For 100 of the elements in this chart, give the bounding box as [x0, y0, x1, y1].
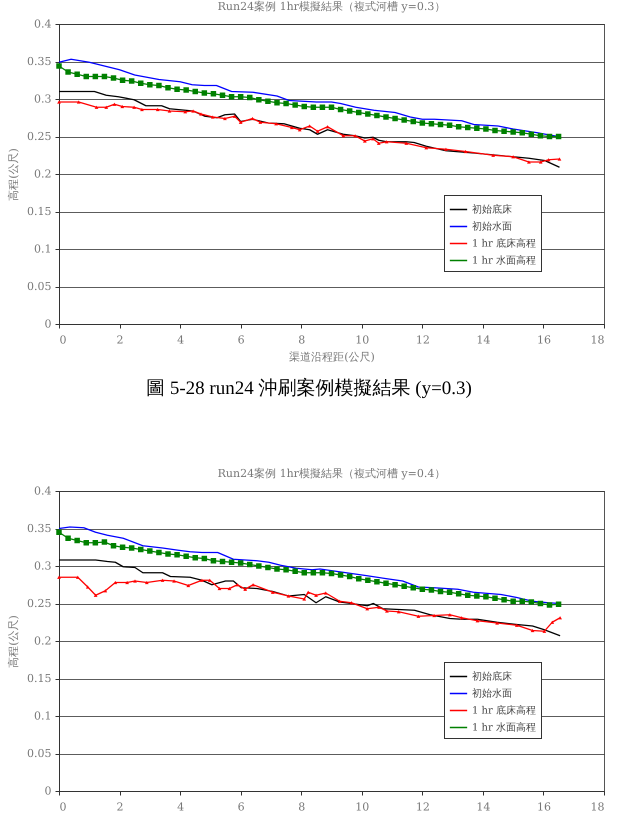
point — [186, 584, 190, 588]
point — [320, 570, 326, 576]
point — [191, 109, 195, 113]
point — [202, 556, 208, 562]
y-tick-label: 0.35 — [27, 522, 52, 535]
point — [132, 106, 136, 109]
legend-label: 1 hr 底床高程 — [472, 704, 536, 716]
point — [104, 106, 108, 109]
point — [385, 609, 389, 613]
point — [140, 108, 144, 112]
point — [160, 578, 164, 582]
point — [328, 104, 334, 110]
point — [120, 544, 126, 550]
point — [94, 106, 98, 109]
point — [202, 90, 208, 96]
point — [384, 140, 388, 144]
point — [510, 598, 516, 604]
point — [133, 579, 137, 583]
x-tick-label: 14 — [476, 800, 490, 814]
point — [383, 580, 389, 586]
point — [156, 550, 162, 556]
point — [446, 590, 452, 595]
x-tick-label: 12 — [416, 334, 430, 346]
point — [283, 567, 289, 572]
point — [65, 69, 71, 75]
point — [338, 106, 344, 112]
point — [514, 624, 519, 627]
point — [338, 600, 342, 603]
point — [92, 540, 98, 546]
point — [76, 100, 81, 104]
y-tick-label: 0.05 — [27, 747, 52, 760]
legend-label: 1 hr 底床高程 — [472, 238, 536, 250]
point — [147, 82, 153, 88]
point — [247, 562, 252, 568]
point — [256, 97, 262, 102]
point — [172, 579, 176, 583]
point — [510, 129, 516, 135]
point — [410, 585, 416, 590]
point — [74, 538, 80, 544]
point — [128, 545, 134, 551]
point — [483, 126, 489, 132]
x-tick-label: 10 — [355, 334, 370, 346]
line-series — [57, 100, 562, 164]
y-axis-title: 高程(公尺) — [7, 148, 20, 201]
point — [156, 108, 160, 112]
point — [320, 104, 326, 110]
x-tick-label: 18 — [590, 800, 604, 814]
point — [138, 546, 144, 552]
point — [235, 583, 240, 586]
point — [356, 576, 362, 582]
point — [350, 601, 354, 604]
point — [528, 599, 534, 605]
point — [120, 78, 126, 83]
point — [371, 137, 375, 140]
point — [265, 98, 271, 104]
point — [465, 124, 470, 130]
point — [392, 582, 398, 588]
point — [286, 594, 290, 598]
point — [546, 158, 550, 162]
point — [465, 592, 470, 598]
point — [292, 568, 298, 574]
point — [165, 85, 171, 90]
point — [365, 607, 370, 610]
point — [353, 134, 357, 138]
point — [310, 570, 316, 576]
x-tick-label: 10 — [355, 800, 370, 814]
point — [542, 630, 546, 633]
point — [491, 154, 496, 157]
point — [556, 602, 562, 607]
x-tick-label: 16 — [536, 800, 551, 814]
point — [112, 102, 116, 106]
point — [341, 134, 346, 138]
point — [174, 552, 180, 558]
point — [538, 133, 544, 138]
x-tick-label: 6 — [238, 800, 245, 814]
point — [168, 109, 172, 113]
y-axis-title: 高程(公尺) — [7, 615, 20, 668]
point — [527, 160, 531, 164]
point — [495, 621, 499, 625]
x-tick-label: 0 — [60, 334, 66, 346]
point — [474, 126, 480, 131]
point — [192, 555, 198, 560]
point — [228, 586, 232, 590]
point — [74, 72, 80, 77]
point — [210, 558, 216, 564]
point — [420, 586, 426, 592]
point — [308, 124, 312, 128]
y-tick-label: 0.2 — [34, 168, 52, 180]
y-tick-label: 0.1 — [34, 242, 52, 256]
point — [374, 112, 380, 118]
x-tick-label: 6 — [238, 334, 245, 346]
y-tick-label: 0.05 — [27, 280, 52, 293]
point — [247, 94, 252, 100]
x-tick-label: 8 — [298, 334, 306, 346]
y-tick-label: 0.15 — [27, 672, 52, 685]
point — [102, 74, 108, 80]
point — [474, 593, 480, 599]
point — [456, 591, 462, 596]
y-tick-label: 0 — [44, 318, 52, 330]
y-tick-label: 0.3 — [34, 560, 52, 572]
